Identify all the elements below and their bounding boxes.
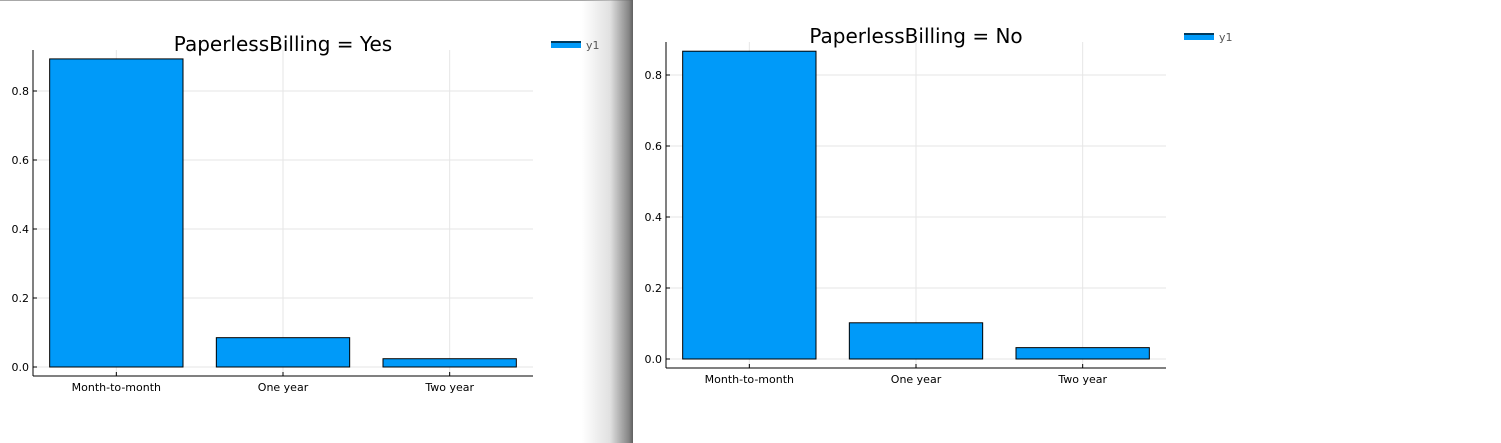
bar-two-year — [1015, 347, 1150, 360]
legend-label: y1 — [1219, 31, 1233, 44]
x-tick-label: Two year — [1057, 373, 1107, 386]
bar-one-year — [848, 322, 984, 360]
window-edge-shadow — [582, 0, 633, 443]
y-tick-label: 0.6 — [645, 140, 663, 153]
bar-two-year — [382, 358, 517, 368]
y-tick-label: 0.4 — [12, 223, 30, 236]
chart-title: PaperlessBilling = Yes — [174, 32, 392, 56]
y-tick-label: 0.6 — [12, 154, 30, 167]
chart-title: PaperlessBilling = No — [809, 24, 1022, 48]
window-top-border — [0, 0, 632, 1]
x-tick-label: Month-to-month — [705, 373, 794, 386]
y-tick-label: 0.8 — [12, 85, 30, 98]
bar-one-year — [215, 337, 351, 368]
y-tick-label: 0.0 — [12, 361, 30, 374]
legend-swatch — [551, 41, 581, 48]
legend-swatch — [1184, 33, 1214, 40]
x-tick-label: Two year — [424, 381, 474, 394]
bar-month-to-month — [682, 50, 817, 360]
y-tick-label: 0.2 — [645, 282, 663, 295]
x-tick-label: Month-to-month — [72, 381, 161, 394]
x-tick-label: One year — [891, 373, 942, 386]
legend-label: y1 — [586, 39, 600, 52]
bar-month-to-month — [49, 58, 184, 368]
y-tick-label: 0.8 — [645, 69, 663, 82]
y-tick-label: 0.2 — [12, 292, 30, 305]
y-tick-label: 0.0 — [645, 353, 663, 366]
x-tick-label: One year — [258, 381, 309, 394]
y-tick-label: 0.4 — [645, 211, 663, 224]
chart-paperless-yes: 0.0 0.2 0.4 0.6 0.8 Month-to-month One year Two… — [12, 32, 600, 394]
